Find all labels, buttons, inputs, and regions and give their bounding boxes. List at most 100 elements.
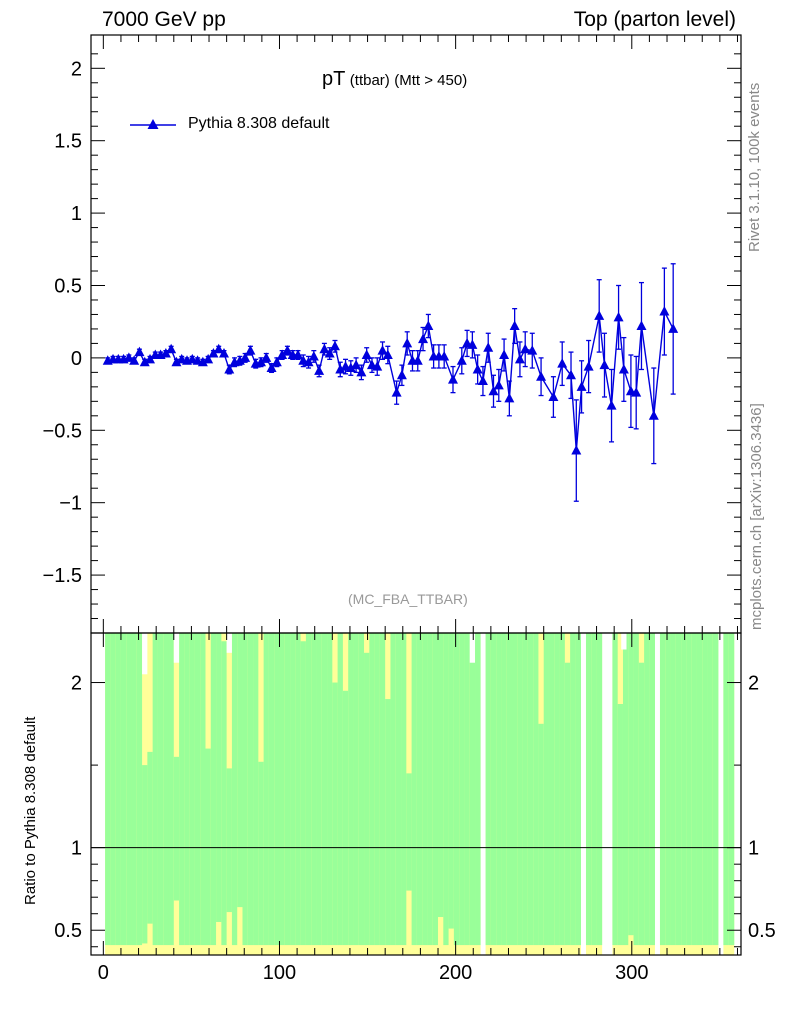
ratio-band-inner (284, 633, 291, 946)
ratio-band-inner (501, 633, 508, 946)
main-series (102, 263, 679, 502)
data-point (456, 355, 467, 365)
ratio-band-inner (696, 633, 703, 946)
data-point (345, 362, 356, 373)
data-point (527, 345, 538, 355)
data-point (536, 371, 547, 381)
ratio-band-inner (659, 633, 666, 946)
ratio-y-tick-label-left: 0.5 (54, 920, 82, 942)
x-tick-label: 200 (439, 962, 472, 984)
ratio-band-inner (200, 633, 206, 946)
data-point (129, 355, 140, 365)
ratio-y-tick-label-left: 1 (71, 838, 82, 860)
data-point (472, 363, 483, 374)
plot-title-sub1: (ttbar) (349, 72, 390, 89)
ratio-band-inner (464, 633, 471, 946)
ratio-band-inner (173, 756, 180, 901)
ratio-band-inner (268, 633, 275, 946)
ratio-band-inner (453, 633, 460, 946)
ratio-band-inner (279, 633, 286, 946)
data-point (631, 387, 642, 397)
ratio-band-inner (681, 633, 687, 946)
ratio-band-gap (226, 633, 232, 653)
ratio-bands (105, 633, 735, 955)
data-point (335, 363, 346, 374)
ratio-band-inner (543, 633, 550, 946)
ratio-band-inner (438, 633, 444, 918)
ratio-band-inner (728, 633, 735, 946)
legend-label: Pythia 8.308 default (188, 115, 330, 132)
ratio-band-inner (379, 633, 386, 946)
data-point (391, 387, 402, 397)
ratio-band-inner (216, 633, 222, 922)
data-point (648, 410, 659, 420)
ratio-band-inner (237, 633, 243, 908)
data-point (356, 366, 367, 377)
data-point (292, 349, 303, 359)
ratio-band-inner (649, 633, 655, 946)
ratio-band-inner (242, 633, 249, 946)
ratio-band-inner (290, 633, 296, 946)
ratio-band-inner (522, 633, 529, 946)
ratio-band-inner (411, 633, 418, 946)
ratio-band-inner (512, 633, 518, 946)
ratio-y-tick-label-right: 2 (748, 673, 759, 695)
ratio-band-inner (342, 690, 349, 946)
ratio-band-inner (443, 633, 449, 946)
ratio-band-inner (194, 633, 201, 946)
data-point (514, 353, 525, 364)
data-point (548, 391, 559, 401)
data-point (240, 352, 251, 362)
ratio-band-inner (179, 633, 185, 946)
data-point (599, 359, 610, 370)
data-point (139, 356, 150, 367)
ratio-band-inner (496, 633, 502, 946)
data-point (571, 445, 582, 455)
data-point (618, 363, 629, 374)
data-point (266, 362, 277, 373)
ratio-band-inner (707, 633, 714, 946)
data-point (594, 310, 605, 320)
plot-title-main: pT (322, 68, 346, 90)
ratio-band-inner (231, 633, 238, 946)
ratio-band-inner (538, 723, 545, 946)
ratio-band-inner (358, 633, 365, 946)
ratio-band-inner (691, 633, 698, 946)
ratio-band-inner (295, 633, 301, 946)
data-point (659, 306, 670, 316)
ratio-band-inner (221, 641, 227, 946)
data-point (134, 346, 145, 357)
ratio-band-inner (390, 633, 397, 946)
data-point (197, 356, 208, 367)
ratio-band-inner (517, 633, 523, 946)
ratio-band-inner (205, 748, 212, 946)
ratio-band-inner (406, 773, 412, 891)
data-point (234, 355, 245, 365)
ratio-band-inner (427, 633, 434, 946)
data-point (412, 355, 423, 365)
data-point (282, 345, 293, 355)
data-point (576, 381, 587, 391)
data-point (402, 337, 413, 348)
ratio-band-inner (258, 761, 264, 946)
ratio-band-inner (136, 633, 143, 946)
ratio-band-inner (364, 652, 370, 946)
data-point (606, 400, 617, 410)
ratio-band-inner (115, 633, 122, 946)
data-point (467, 339, 478, 349)
ratio-band-inner (110, 633, 116, 946)
data-point (439, 350, 450, 361)
ratio-band-inner (337, 633, 344, 946)
data-point (361, 349, 372, 359)
data-point (224, 363, 235, 374)
data-point (372, 361, 383, 371)
y-tick-label: −0.5 (43, 420, 82, 442)
data-point (504, 392, 515, 403)
ratio-band-inner (163, 633, 169, 946)
data-point (477, 375, 488, 386)
y-tick-label: 1 (71, 203, 82, 225)
header-left: 7000 GeV pp (102, 8, 226, 31)
ratio-band-inner (348, 633, 354, 946)
ratio-band-inner (416, 633, 423, 946)
ratio-band-inner (585, 633, 592, 946)
